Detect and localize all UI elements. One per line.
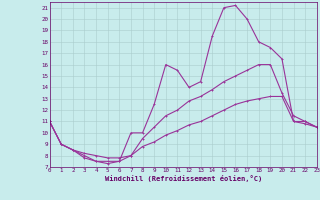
X-axis label: Windchill (Refroidissement éolien,°C): Windchill (Refroidissement éolien,°C) <box>105 175 262 182</box>
